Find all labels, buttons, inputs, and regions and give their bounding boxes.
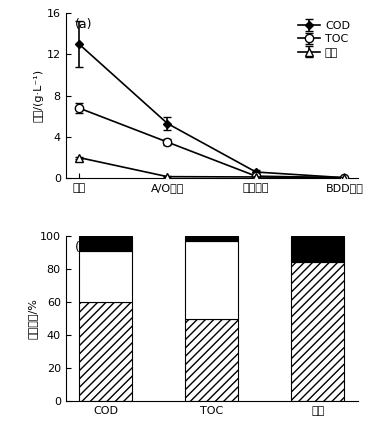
Bar <box>291 261 345 262</box>
Bar <box>185 319 238 401</box>
Bar <box>185 236 238 241</box>
Text: (b): (b) <box>74 241 92 254</box>
Text: (a): (a) <box>74 18 92 31</box>
Y-axis label: 浓度/(g·L⁻¹): 浓度/(g·L⁻¹) <box>34 69 44 122</box>
Bar <box>79 236 132 251</box>
Bar <box>79 302 132 401</box>
Y-axis label: 贡献比例/%: 贡献比例/% <box>27 298 37 339</box>
Legend: COD, TOC, 氨氮: COD, TOC, 氨氮 <box>296 19 352 60</box>
Bar <box>291 262 345 401</box>
Bar <box>185 241 238 319</box>
Bar <box>291 236 345 261</box>
Bar <box>79 251 132 302</box>
